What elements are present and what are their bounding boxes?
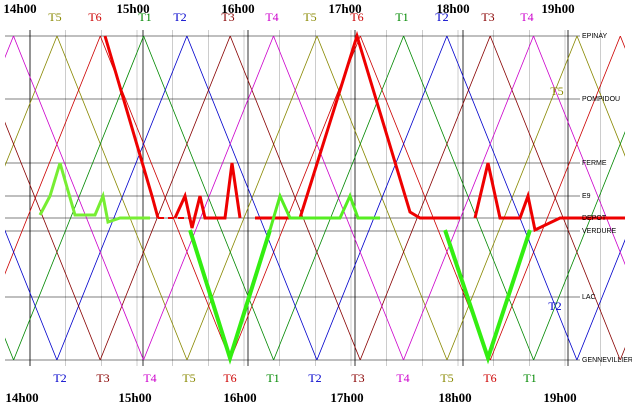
hour-bottom: 18h00 [438,390,471,405]
hour-top: 19h00 [541,1,574,16]
grid [5,30,601,366]
station-label: LAC [582,294,596,301]
train-side: T5 [550,84,563,98]
train-top: T2 [435,10,448,24]
train-top: T2 [173,10,186,24]
train-top: T5 [303,10,316,24]
labels: 14h00 14h00 15h00 15h00 16h00 16h00 17h00 17h00… [3,1,632,405]
train-top: T1 [395,10,408,24]
train-bottom: T5 [182,371,195,385]
train-top: T1 [138,10,151,24]
train-bottom: T3 [351,371,364,385]
hour-top: 15h00 [116,1,149,16]
hour-top: 17h00 [328,1,361,16]
hour-bottom: 19h00 [543,390,576,405]
train-path [5,36,625,360]
train-top: T6 [88,10,101,24]
station-label: VERDURE [582,228,617,235]
hour-top: 18h00 [436,1,469,16]
station-label: E9 [582,193,591,200]
train-bottom: T4 [143,371,156,385]
train-top: T4 [520,10,533,24]
train-bottom: T6 [223,371,236,385]
train-bottom: T1 [266,371,279,385]
hour-bottom: 17h00 [330,390,363,405]
hour-top: 14h00 [3,1,36,16]
train-bottom: T4 [396,371,409,385]
train-path [5,36,625,360]
train-top: T3 [221,10,234,24]
station-label: DEPOT [582,215,607,222]
train-top: T5 [48,10,61,24]
train-top: T4 [265,10,278,24]
hour-bottom: 15h00 [118,390,151,405]
train-paths [5,36,625,360]
train-bottom: T6 [483,371,496,385]
train-bottom: T1 [523,371,536,385]
train-path [5,36,625,360]
station-label: EPINAY [582,33,607,40]
train-bottom: T5 [440,371,453,385]
station-label: FERME [582,160,607,167]
train-top: T6 [350,10,363,24]
train-bottom: T2 [53,371,66,385]
train-path [5,36,625,360]
train-bottom: T3 [96,371,109,385]
station-label: POMPIDOU [582,96,620,103]
hour-top: 16h00 [221,1,254,16]
hour-bottom: 16h00 [223,390,256,405]
train-top: T3 [481,10,494,24]
hour-bottom: 14h00 [5,390,38,405]
train-side: T2 [548,299,561,313]
train-path [5,36,625,360]
station-label: GENNEVILLIER [582,357,632,364]
train-path [5,36,625,360]
highlighted-paths [38,30,625,365]
train-bottom: T2 [308,371,321,385]
